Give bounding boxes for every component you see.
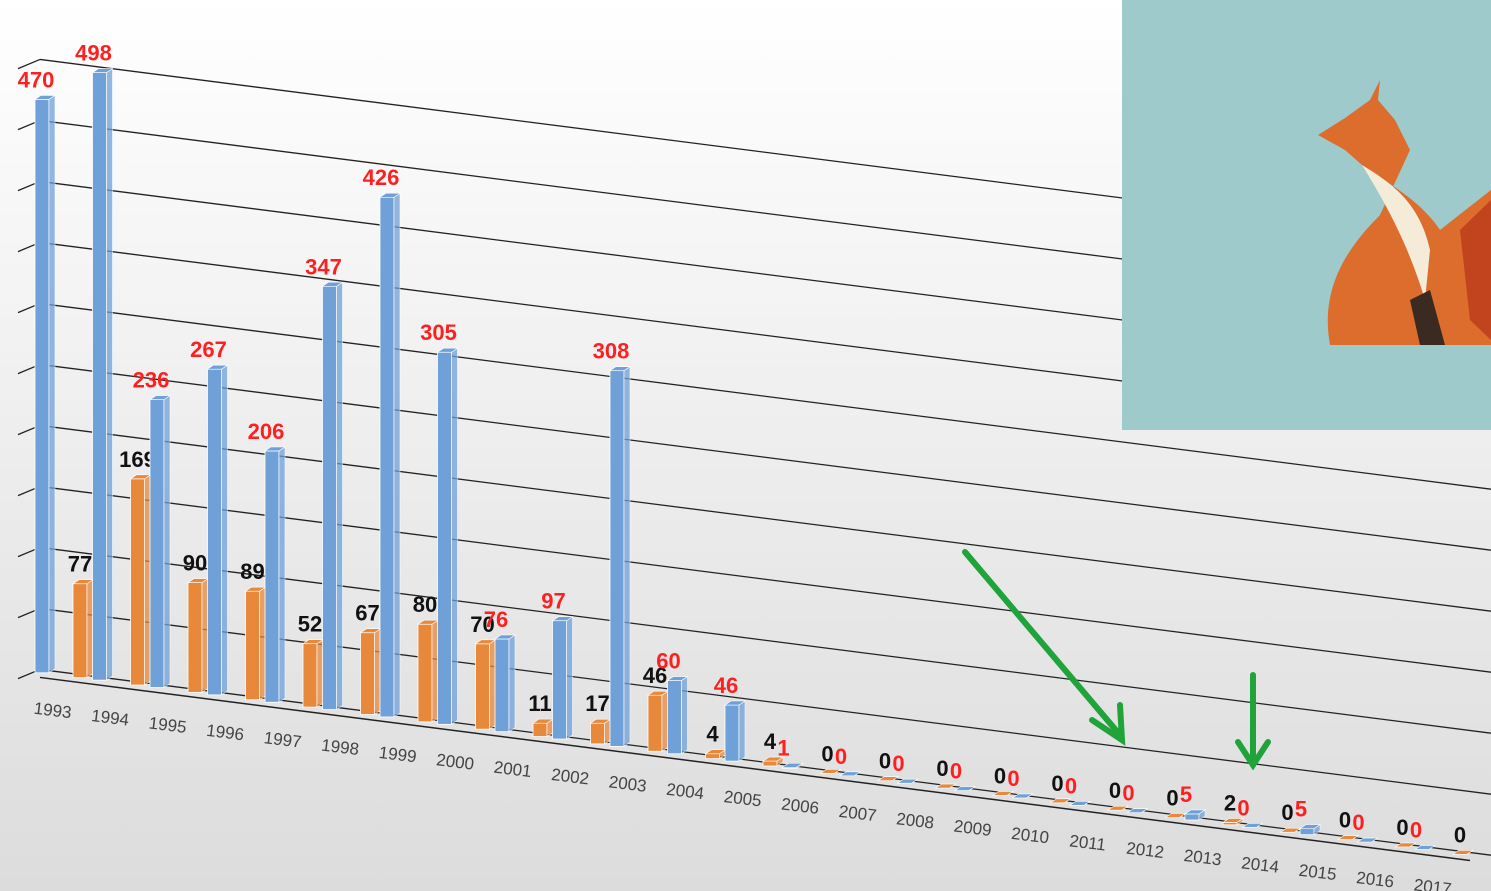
value-label: 80 [413, 592, 437, 617]
bar [648, 695, 662, 751]
bar [361, 633, 375, 715]
value-label: 60 [656, 649, 680, 674]
bar [150, 400, 164, 688]
fox-picture [1122, 0, 1491, 430]
value-label: 470 [18, 67, 55, 92]
bar [246, 591, 260, 700]
bar [323, 286, 337, 709]
bar [553, 621, 567, 739]
value-label: 0 [1109, 778, 1121, 803]
value-label: 0 [1281, 800, 1293, 825]
value-label: 0 [1051, 771, 1063, 796]
bar [533, 723, 547, 736]
value-label: 347 [305, 254, 342, 279]
bar-side [107, 69, 113, 681]
bar [35, 99, 49, 672]
value-label: 0 [1237, 795, 1249, 820]
value-label: 97 [541, 589, 565, 614]
value-label: 0 [1410, 817, 1422, 842]
value-label: 90 [183, 551, 207, 576]
value-label: 4 [764, 729, 777, 754]
bar-side [662, 691, 668, 751]
value-label: 0 [1065, 773, 1077, 798]
bar-side [452, 348, 458, 724]
bar [763, 761, 777, 766]
bar [1185, 814, 1199, 820]
value-label: 267 [190, 337, 227, 362]
value-label: 0 [1352, 810, 1364, 835]
bar-side [164, 396, 170, 688]
bar [725, 705, 739, 761]
bar [438, 352, 452, 724]
value-label: 67 [355, 601, 379, 626]
bar-side [87, 580, 93, 678]
value-label: 77 [68, 552, 92, 577]
bar [131, 479, 145, 685]
bar [188, 583, 202, 693]
bar-side [279, 447, 285, 702]
bar-side [567, 617, 573, 739]
bar [418, 624, 432, 722]
bar [1223, 822, 1237, 824]
bar [93, 73, 107, 681]
bar [265, 451, 279, 702]
bar-side [394, 193, 400, 717]
x-tick-label: 2016 [1355, 868, 1395, 891]
value-label: 2 [1224, 790, 1236, 815]
bar [476, 644, 490, 729]
value-label: 0 [821, 741, 833, 766]
value-label: 5 [1180, 782, 1192, 807]
picture-frame [1122, 0, 1491, 430]
value-label: 0 [1166, 786, 1178, 811]
bar-side [682, 677, 688, 754]
value-label: 0 [1007, 766, 1019, 791]
bar-side [509, 635, 515, 732]
value-label: 5 [1295, 797, 1307, 822]
bar-side [624, 367, 630, 747]
value-label: 76 [484, 607, 508, 632]
value-label: 0 [892, 751, 904, 776]
bar [495, 639, 509, 732]
chart: 1993470771994498169199523690199626789199… [0, 0, 1491, 891]
value-label: 0 [1454, 822, 1466, 847]
bar [208, 369, 222, 695]
value-label: 0 [1339, 808, 1351, 833]
bar-side [222, 365, 228, 695]
value-label: 426 [363, 165, 400, 190]
value-label: 0 [879, 749, 891, 774]
value-label: 0 [994, 763, 1006, 788]
bar-side [739, 701, 745, 761]
bar [1300, 829, 1314, 835]
bar [610, 371, 624, 747]
bar [380, 197, 394, 717]
value-label: 0 [936, 756, 948, 781]
value-label: 308 [593, 339, 630, 364]
bar-side [337, 282, 343, 709]
value-label: 0 [950, 759, 962, 784]
value-label: 4 [706, 722, 719, 747]
value-label: 17 [585, 691, 609, 716]
value-label: 0 [835, 744, 847, 769]
value-label: 89 [240, 559, 264, 584]
value-label: 52 [298, 612, 322, 637]
value-label: 11 [528, 691, 551, 716]
bar [303, 644, 317, 707]
value-label: 236 [133, 368, 170, 393]
bar [668, 681, 682, 754]
value-label: 1 [777, 735, 789, 760]
value-label: 305 [420, 320, 457, 345]
value-label: 46 [714, 673, 738, 698]
bar [73, 584, 87, 678]
bar [591, 723, 605, 744]
value-label: 206 [248, 419, 285, 444]
value-label: 498 [75, 41, 112, 66]
bar-side [49, 95, 55, 672]
bar [706, 754, 720, 759]
value-label: 0 [1122, 781, 1134, 806]
value-label: 0 [1396, 815, 1408, 840]
